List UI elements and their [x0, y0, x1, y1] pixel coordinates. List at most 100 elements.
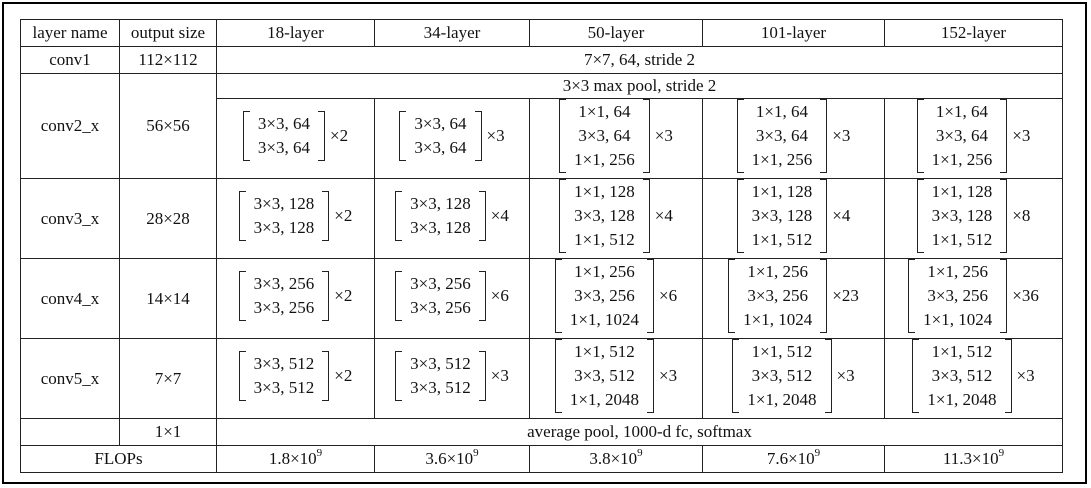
- block-spec: 1×1, 128 3×3, 128 1×1, 512 ×4: [559, 179, 673, 253]
- block-spec: 3×3, 512 3×3, 512 ×2: [238, 351, 353, 401]
- block-cell: 1×1, 64 3×3, 64 1×1, 256 ×3: [884, 98, 1063, 179]
- repeat-count: ×3: [654, 126, 673, 145]
- conv-spec: 1×1, 512: [931, 342, 993, 361]
- block-spec: 3×3, 64 3×3, 64 ×2: [242, 111, 348, 161]
- header-101-layer: 101-layer: [702, 19, 885, 47]
- block-spec: 3×3, 256 3×3, 256 ×2: [238, 271, 352, 321]
- conv-spec: 1×1, 1024: [569, 310, 639, 329]
- conv-spec: 1×1, 512: [574, 342, 635, 361]
- block-spec: 1×1, 128 3×3, 128 1×1, 512 ×4: [736, 179, 851, 253]
- bracket-group: 1×1, 128 3×3, 128 1×1, 512: [916, 179, 1008, 253]
- conv-spec: 3×3, 128: [410, 194, 471, 213]
- left-bracket: [238, 271, 246, 321]
- conv-spec: 3×3, 64: [414, 114, 467, 133]
- conv-spec: 1×1, 256: [931, 150, 993, 169]
- block-lines: 1×1, 128 3×3, 128 1×1, 512: [566, 179, 643, 253]
- conv-spec: 3×3, 512: [253, 354, 315, 373]
- bracket-group: 1×1, 64 3×3, 64 1×1, 256: [916, 99, 1008, 173]
- bracket-group: 3×3, 256 3×3, 256: [395, 271, 486, 321]
- block-lines: 1×1, 64 3×3, 64 1×1, 256: [566, 99, 643, 173]
- header-layer-name: layer name: [20, 19, 120, 47]
- flops-exponent: 9: [473, 447, 479, 460]
- block-cell: 3×3, 256 3×3, 256 ×6: [374, 258, 530, 339]
- avgpool-spec: average pool, 1000-d fc, softmax: [216, 418, 1063, 446]
- conv-spec: 1×1, 2048: [927, 390, 997, 409]
- block-output-size: 14×14: [119, 258, 217, 339]
- repeat-count: ×3: [836, 366, 855, 385]
- right-bracket: [820, 259, 828, 333]
- conv-spec: 3×3, 512: [931, 366, 993, 385]
- block-cell: 3×3, 512 3×3, 512 ×3: [374, 338, 530, 419]
- flops-row: FLOPs 1.8×109 3.6×109 3.8×109 7.6×109 11…: [20, 445, 1063, 473]
- block-spec: 1×1, 64 3×3, 64 1×1, 256 ×3: [736, 99, 851, 173]
- repeat-count: ×2: [334, 366, 353, 385]
- conv2-name: conv2_x: [20, 73, 120, 179]
- conv-spec: 1×1, 2048: [569, 390, 639, 409]
- right-bracket: [642, 99, 650, 173]
- flops-label: FLOPs: [20, 445, 217, 473]
- conv-spec: 1×1, 64: [935, 102, 988, 121]
- conv-spec: 1×1, 256: [574, 262, 635, 281]
- block-cell: 3×3, 64 3×3, 64 ×3: [374, 98, 530, 179]
- left-bracket: [395, 191, 403, 241]
- conv4-row: conv4_x 14×14 3×3, 256 3×3, 256 ×2 3×3, 256 3×…: [20, 258, 1063, 339]
- flops-mantissa: 3.6×10: [425, 449, 474, 468]
- bracket-group: 1×1, 256 3×3, 256 1×1, 1024: [728, 259, 828, 333]
- right-bracket: [1000, 259, 1008, 333]
- repeat-count: ×3: [832, 126, 851, 145]
- block-cell: 3×3, 128 3×3, 128 ×2: [216, 178, 375, 259]
- block-spec: 3×3, 128 3×3, 128 ×2: [238, 191, 353, 241]
- conv-spec: 1×1, 512: [931, 230, 993, 249]
- conv-spec: 1×1, 256: [751, 150, 813, 169]
- conv1-size: 112×112: [119, 46, 217, 74]
- repeat-count: ×3: [1012, 126, 1031, 145]
- repeat-count: ×2: [334, 206, 353, 225]
- block-cell: 1×1, 128 3×3, 128 1×1, 512 ×8: [884, 178, 1063, 259]
- block-name: conv3_x: [20, 178, 120, 259]
- right-bracket: [1004, 339, 1012, 413]
- block-lines: 1×1, 256 3×3, 256 1×1, 1024: [915, 259, 1000, 333]
- block-cell: 1×1, 128 3×3, 128 1×1, 512 ×4: [529, 178, 703, 259]
- block-lines: 3×3, 64 3×3, 64: [250, 111, 318, 161]
- block-lines: 1×1, 512 3×3, 512 1×1, 2048: [919, 339, 1004, 413]
- left-bracket: [916, 179, 924, 253]
- repeat-count: ×4: [832, 206, 851, 225]
- conv-spec: 3×3, 64: [578, 126, 631, 145]
- bracket-group: 3×3, 128 3×3, 128: [395, 191, 486, 241]
- bracket-group: 1×1, 512 3×3, 512 1×1, 2048: [554, 339, 654, 413]
- conv-spec: 3×3, 128: [931, 206, 993, 225]
- repeat-count: ×6: [490, 286, 509, 305]
- bracket-group: 1×1, 512 3×3, 512 1×1, 2048: [732, 339, 832, 413]
- block-cell: 1×1, 512 3×3, 512 1×1, 2048 ×3: [884, 338, 1063, 419]
- bracket-group: 3×3, 512 3×3, 512: [238, 351, 330, 401]
- block-cell: 3×3, 128 3×3, 128 ×4: [374, 178, 530, 259]
- conv-spec: 3×3, 512: [410, 378, 471, 397]
- block-lines: 3×3, 512 3×3, 512: [246, 351, 323, 401]
- block-spec: 3×3, 512 3×3, 512 ×3: [395, 351, 509, 401]
- flops-exponent: 9: [998, 447, 1005, 460]
- conv-spec: 3×3, 64: [257, 138, 310, 157]
- left-bracket: [559, 99, 567, 173]
- left-bracket: [399, 111, 407, 161]
- block-name: conv4_x: [20, 258, 120, 339]
- block-lines: 1×1, 64 3×3, 64 1×1, 256: [924, 99, 1001, 173]
- conv-spec: 3×3, 256: [253, 274, 315, 293]
- bracket-group: 1×1, 256 3×3, 256 1×1, 1024: [908, 259, 1008, 333]
- avgpool-row: 1×1 average pool, 1000-d fc, softmax: [20, 418, 1063, 446]
- flops-152: 11.3×109: [884, 445, 1063, 473]
- block-spec: 1×1, 64 3×3, 64 1×1, 256 ×3: [559, 99, 673, 173]
- block-lines: 1×1, 128 3×3, 128 1×1, 512: [744, 179, 821, 253]
- conv-spec: 3×3, 512: [410, 354, 471, 373]
- avgpool-size: 1×1: [119, 418, 217, 446]
- block-cell: 1×1, 512 3×3, 512 1×1, 2048 ×3: [702, 338, 885, 419]
- conv-spec: 3×3, 128: [253, 218, 315, 237]
- repeat-count: ×3: [659, 366, 678, 385]
- block-spec: 1×1, 256 3×3, 256 1×1, 1024 ×6: [554, 259, 677, 333]
- avgpool-name-empty: [20, 418, 120, 446]
- resnet-architecture-table: layer name output size 18-layer 34-layer…: [20, 19, 1063, 473]
- conv5-row: conv5_x 7×7 3×3, 512 3×3, 512 ×2 3×3, 512 3×3,…: [20, 338, 1063, 419]
- bracket-group: 1×1, 64 3×3, 64 1×1, 256: [559, 99, 650, 173]
- flops-34: 3.6×109: [374, 445, 530, 473]
- conv-spec: 3×3, 256: [574, 286, 635, 305]
